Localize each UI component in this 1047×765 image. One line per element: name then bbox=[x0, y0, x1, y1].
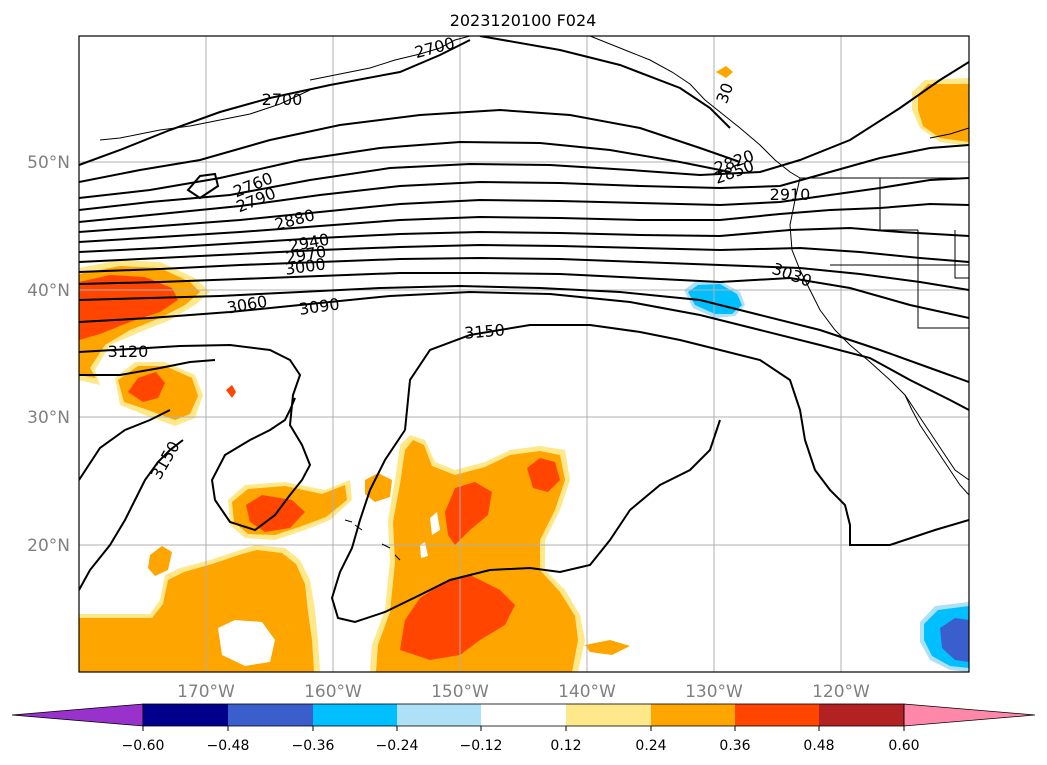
contour-3120 bbox=[79, 343, 312, 532]
colorbar-segment bbox=[481, 704, 566, 726]
anomaly-ne-orange bbox=[918, 84, 969, 142]
state-border-2 bbox=[917, 230, 969, 329]
aleutian-islands bbox=[99, 89, 311, 141]
anomaly-small-3 bbox=[226, 385, 236, 398]
ne-land bbox=[929, 127, 969, 139]
lat-label: 50°N bbox=[27, 153, 70, 173]
contour-3030 bbox=[79, 272, 969, 319]
contour-3120-east bbox=[79, 359, 216, 376]
contour-2760 bbox=[79, 108, 741, 183]
colorbar-tick-label: −0.48 bbox=[207, 738, 250, 754]
colorbar-tick-label: 0.48 bbox=[803, 738, 834, 754]
colorbar-segment bbox=[313, 704, 397, 726]
colorbar-tick-label: 0.36 bbox=[719, 738, 750, 754]
colorbar-segment bbox=[397, 704, 481, 726]
state-border-4 bbox=[954, 230, 969, 279]
latitude-labels: 50°N 40°N 30°N 20°N bbox=[27, 153, 70, 556]
anomaly-west-40n-red bbox=[79, 275, 178, 340]
colorbar-tick-label: −0.60 bbox=[122, 738, 165, 754]
contour-label: 3150 bbox=[463, 320, 505, 342]
lat-label: 30°N bbox=[27, 408, 70, 428]
lat-label: 40°N bbox=[27, 281, 70, 301]
contour-2940 bbox=[79, 226, 969, 253]
contour-label: 3120 bbox=[108, 342, 149, 361]
contour-3000 bbox=[79, 256, 969, 291]
lon-label: 120°W bbox=[812, 682, 870, 702]
us-west-coast bbox=[789, 177, 969, 481]
colorbar-tick-labels: −0.60 −0.48 −0.36 −0.24 −0.12 0.12 0.24 … bbox=[122, 738, 920, 754]
contour-3150-sw bbox=[79, 439, 184, 591]
lon-label: 170°W bbox=[177, 682, 235, 702]
anomaly-central-red-east bbox=[527, 458, 560, 492]
shaded-anomalies bbox=[79, 66, 969, 672]
anomaly-neg-se-blue bbox=[940, 618, 969, 662]
contour-2700-north bbox=[79, 39, 471, 166]
contour-3150-loop bbox=[330, 419, 721, 624]
colorbar-tick-label: 0.60 bbox=[888, 738, 919, 754]
colorbar-segment bbox=[228, 704, 313, 726]
contour-label: 2700 bbox=[262, 90, 303, 109]
colorbar-ticks bbox=[142, 726, 905, 731]
lon-label: 160°W bbox=[304, 682, 362, 702]
plot-frame bbox=[78, 35, 970, 673]
alaska-panhandle bbox=[589, 36, 801, 179]
colorbar-segment bbox=[819, 704, 904, 726]
lat-label: 20°N bbox=[27, 536, 70, 556]
contour-3090 bbox=[79, 290, 969, 411]
contour-2700-arc bbox=[479, 36, 731, 129]
colorbar-segment bbox=[143, 704, 228, 726]
anomaly-central-red-north bbox=[445, 482, 492, 545]
coastlines bbox=[99, 36, 969, 561]
colorbar-tick-label: 0.12 bbox=[550, 738, 581, 754]
anomaly-south-west-hole bbox=[218, 620, 275, 666]
contour-3150-main bbox=[404, 324, 969, 546]
lon-label: 130°W bbox=[685, 682, 743, 702]
longitude-labels: 170°W 160°W 150°W 140°W 130°W 120°W bbox=[177, 682, 870, 702]
colorbar-tick-label: −0.24 bbox=[376, 738, 419, 754]
anomaly-33n-red bbox=[128, 372, 165, 402]
colorbar-extend-right bbox=[903, 703, 1036, 727]
contour-2910 bbox=[79, 202, 969, 243]
baja-coast bbox=[904, 394, 969, 496]
contour-2820 bbox=[79, 61, 969, 211]
colorbar-segment bbox=[651, 704, 735, 726]
anomaly-small-2 bbox=[365, 473, 392, 502]
map-title: 2023120100 F024 bbox=[450, 11, 597, 30]
colorbar-extend-left bbox=[11, 703, 144, 727]
colorbar-tick-label: −0.36 bbox=[292, 738, 335, 754]
contour-2760-loop bbox=[186, 172, 220, 200]
anomaly-central-hole-2 bbox=[420, 542, 428, 558]
colorbar-tick-label: −0.12 bbox=[460, 738, 503, 754]
lon-label: 150°W bbox=[431, 682, 489, 702]
contour-2880 bbox=[79, 177, 969, 233]
contour-2790 bbox=[79, 140, 731, 199]
contour-2850 bbox=[79, 144, 969, 223]
anomaly-small-4 bbox=[585, 640, 630, 655]
anomaly-central-red-south bbox=[400, 575, 515, 660]
colorbar-segment bbox=[566, 704, 651, 726]
colorbar-tick-label: 0.24 bbox=[635, 738, 666, 754]
colorbar: −0.60 −0.48 −0.36 −0.24 −0.12 0.12 0.24 … bbox=[11, 703, 1036, 754]
anomaly-small-1 bbox=[148, 546, 172, 576]
lon-label: 140°W bbox=[558, 682, 616, 702]
colorbar-frame bbox=[142, 703, 905, 727]
contour-3150-west bbox=[79, 409, 171, 481]
contour-label: 2910 bbox=[770, 185, 811, 204]
contour-2970 bbox=[79, 243, 969, 263]
anomaly-central-hole-1 bbox=[430, 512, 440, 535]
height-contours bbox=[79, 36, 969, 624]
anomaly-alaska-small bbox=[716, 66, 733, 78]
colorbar-segment bbox=[735, 704, 819, 726]
contour-3060 bbox=[79, 284, 969, 383]
alaska-coast bbox=[309, 36, 471, 81]
